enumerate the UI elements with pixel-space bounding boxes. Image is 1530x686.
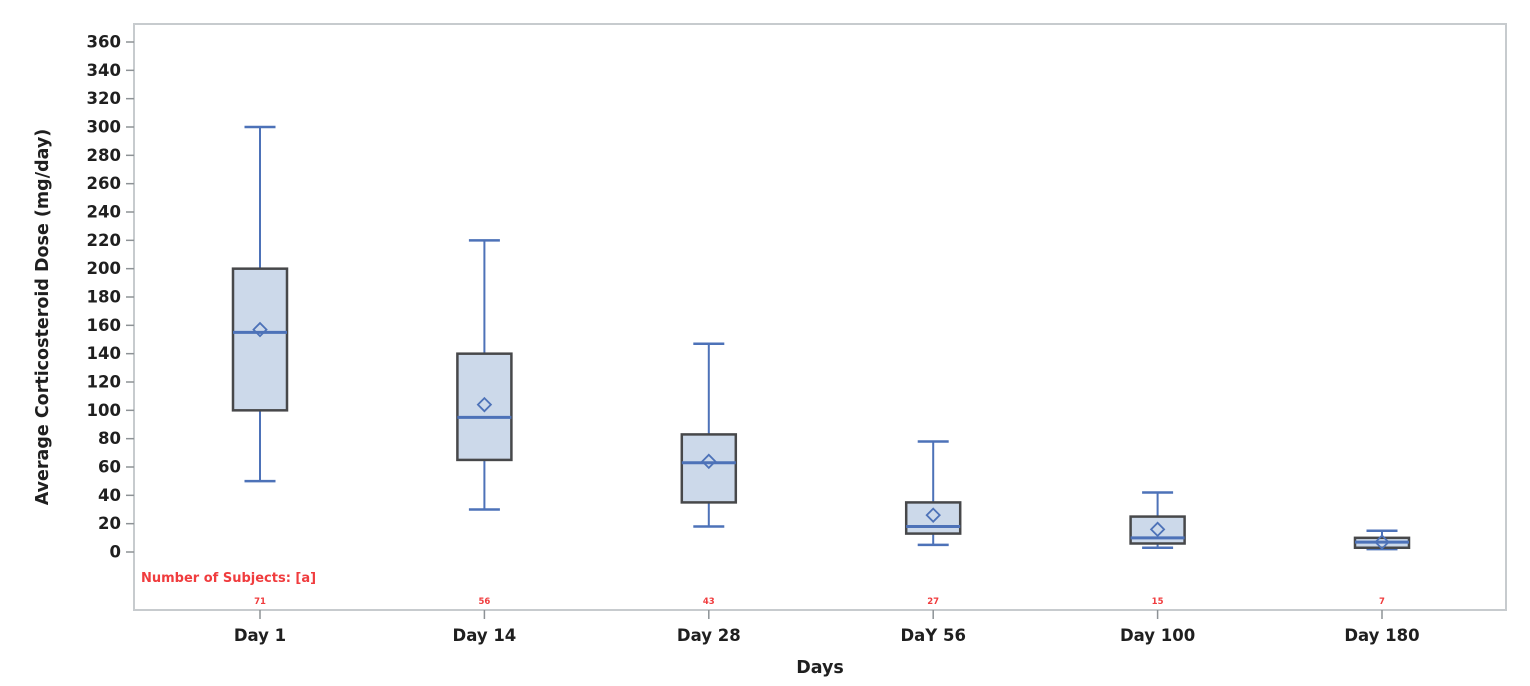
mean-diamond [925,507,941,523]
x-tick-label: DaY 56 [900,626,965,645]
y-tick-label: 240 [87,203,121,222]
y-tick-label: 180 [87,288,121,307]
y-tick-label: 20 [98,514,121,533]
x-tick-label: Day 100 [1120,626,1195,645]
subject-count: 56 [478,597,490,607]
y-axis-title: Average Corticosteroid Dose (mg/day) [33,129,53,506]
y-tick-label: 320 [87,89,121,108]
y-tick-label: 60 [98,458,121,477]
subject-count: 7 [1379,597,1385,607]
y-tick-label: 0 [110,543,121,562]
y-tick-label: 280 [87,146,121,165]
y-tick-label: 340 [87,61,121,80]
iqr-box [231,267,289,412]
plot-area: 0 20 40 60 80 100 120 140 160 180 200 220 240 260 280 3… [87,23,1507,645]
y-tick-label: 360 [87,33,121,52]
y-tick-label: 120 [87,373,121,392]
subject-count: 43 [703,597,715,607]
plot-frame [133,23,1507,611]
x-axis-title: Days [796,658,844,678]
y-tick-label: 40 [98,486,121,505]
x-tick-label: Day 14 [453,626,517,645]
y-tick-label: 140 [87,344,121,363]
iqr-box [1129,515,1186,545]
mean-diamond [1149,521,1166,538]
subject-count: 27 [927,597,939,607]
mean-diamond [1374,534,1390,550]
y-tick-label: 160 [87,316,121,335]
x-tick-label: Day 28 [677,626,741,645]
y-tick-label: 200 [87,259,121,278]
x-tick-label: Day 180 [1344,626,1419,645]
y-tick-label: 220 [87,231,121,250]
number-of-subjects-annotation: Number of Subjects: [a] [141,571,316,586]
mean-diamond [701,453,717,470]
y-tick-label: 260 [87,174,121,193]
iqr-box [904,501,962,535]
y-tick-label: 80 [98,429,121,448]
y-tick-label: 100 [87,401,121,420]
iqr-box [456,352,513,462]
mean-diamond [252,321,268,338]
subject-count: 71 [254,597,266,607]
mean-diamond [476,396,493,413]
y-tick-label: 300 [87,118,121,137]
subject-count: 15 [1152,597,1164,607]
x-tick-label: Day 1 [234,626,286,645]
